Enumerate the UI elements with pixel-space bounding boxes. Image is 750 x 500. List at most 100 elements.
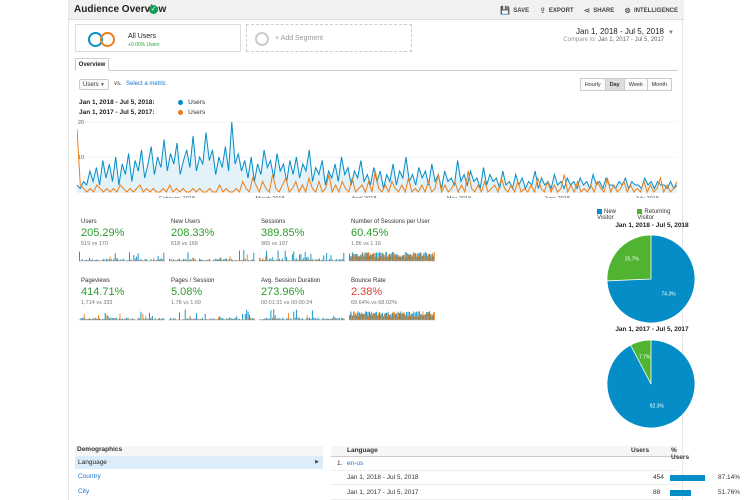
table-row[interactable]: 1. en-us: [331, 457, 678, 471]
sparkline-bar: [341, 318, 343, 320]
sparkline-bar: [107, 316, 109, 320]
report-header: Audience Overview ✓ 💾 SAVE ⇪ EXPORT ⋖ SH…: [69, 0, 684, 20]
period-hourly-button[interactable]: Hourly: [579, 78, 606, 91]
sparkline-bar: [414, 312, 416, 320]
save-button[interactable]: 💾 SAVE: [500, 6, 530, 15]
pie-chart-previous[interactable]: 7.7% 92.3%: [605, 338, 697, 430]
sparkline-bar: [379, 252, 380, 261]
sparkline-bar: [136, 259, 138, 261]
date-range-compare[interactable]: Compare to: Jan 1, 2017 - Jul 5, 2017: [563, 37, 664, 43]
add-segment-button[interactable]: + Add Segment: [246, 24, 412, 52]
sparkline-bar: [429, 257, 431, 261]
sparkline-bar: [403, 312, 405, 320]
demographics-item-country[interactable]: Country: [78, 473, 101, 480]
export-button[interactable]: ⇪ EXPORT: [539, 6, 574, 15]
metric-select[interactable]: Users ▼: [79, 79, 109, 90]
sparkline-bar: [298, 260, 300, 261]
scorecard[interactable]: Pages / Session 5.08% 1.78 vs 1.69: [169, 276, 257, 328]
scorecard[interactable]: Number of Sessions per User 60.45% 1.86 vs…: [349, 217, 437, 269]
row-label[interactable]: en-us: [347, 460, 364, 467]
sparkline-bar: [309, 317, 310, 320]
sparkline-bar: [271, 317, 273, 320]
select-metric-link[interactable]: Select a metric: [126, 81, 166, 87]
sparkline-bar: [312, 319, 314, 320]
sparkline-bar: [119, 318, 120, 320]
sparkline-bar: [392, 253, 394, 261]
period-week-button[interactable]: Week: [623, 78, 648, 91]
intelligence-button[interactable]: ⊗ INTELLIGENCE: [624, 6, 678, 15]
sparkline-bar: [286, 319, 288, 320]
sparkline-bar: [310, 260, 312, 261]
scorecard[interactable]: Pageviews 414.71% 1,714 vs 333: [79, 276, 167, 328]
sparkline-bar: [337, 259, 339, 261]
sparkline-bar: [341, 317, 342, 320]
sparkline-bar: [99, 318, 100, 320]
sparkline-bar: [88, 319, 89, 320]
demographics-item-language[interactable]: Language ▶: [75, 456, 323, 469]
sparkline-bar: [321, 318, 323, 320]
series-area-current: [77, 122, 677, 192]
pie-chart-current[interactable]: 25.7% 74.3%: [605, 233, 697, 325]
sparkline-bar: [353, 255, 355, 261]
sparkline-bar: [99, 260, 101, 261]
sparkline-bar: [366, 252, 368, 261]
sparkline-bar: [228, 259, 230, 261]
sparkline-bar: [337, 318, 339, 320]
sparkline-bar: [239, 250, 240, 261]
sparkline-bar: [321, 259, 323, 261]
sparkline-bar: [294, 317, 296, 320]
sparkline-bar: [354, 314, 356, 320]
sparkline-bar: [387, 256, 389, 261]
scorecard-sparkline: [169, 309, 255, 321]
share-button[interactable]: ⋖ SHARE: [583, 6, 615, 15]
scorecard[interactable]: Users 205.29% 519 vs 170: [79, 217, 167, 269]
sparkline-bar: [89, 257, 90, 261]
sparkline-bar: [419, 314, 421, 320]
scorecard[interactable]: Bounce Rate 2.38% 69.64% vs 68.02%: [349, 276, 437, 328]
demographics-item-city[interactable]: City: [78, 488, 90, 495]
date-range-dropdown-icon[interactable]: ▼: [668, 30, 674, 36]
sparkline-bar: [178, 319, 179, 320]
period-month-button[interactable]: Month: [646, 78, 672, 91]
sparkline-bar: [310, 253, 312, 261]
sparkline-bar: [79, 251, 80, 261]
sparkline-bar: [300, 318, 302, 320]
sparkline-bar: [153, 319, 155, 320]
scorecard[interactable]: New Users 208.33% 518 vs 168: [169, 217, 257, 269]
tab-overview[interactable]: Overview: [75, 58, 109, 71]
sparkline-bar: [249, 317, 251, 320]
sparkline-bar: [222, 260, 224, 261]
segment-compare-ring-icon: [100, 32, 115, 47]
segment-all-users[interactable]: All Users +0.00% Users: [75, 24, 241, 52]
sparkline-bar: [350, 255, 352, 261]
sparkline-bar: [432, 252, 434, 261]
sparkline-bar: [273, 317, 275, 320]
sparkline-bar: [233, 318, 235, 320]
sparkline-bar: [339, 260, 341, 261]
sparkline-bar: [423, 314, 425, 320]
sparkline-bar: [383, 313, 385, 320]
sparkline-bar: [100, 319, 102, 320]
sparkline-bar: [397, 311, 399, 320]
sparkline-bar: [217, 259, 219, 261]
sparkline-bar: [114, 253, 116, 261]
row-users: 88: [653, 489, 661, 496]
sparkline-bar: [313, 319, 315, 320]
scorecard[interactable]: Sessions 389.85% 965 vs 197: [259, 217, 347, 269]
sparkline-bar: [429, 253, 430, 261]
sparkline-bar: [170, 319, 172, 320]
sparkline-bar: [221, 318, 223, 320]
sparkline-bar: [319, 319, 320, 320]
date-range-primary[interactable]: Jan 1, 2018 - Jul 5, 2018: [575, 27, 664, 36]
users-line-chart[interactable]: 20 10 February 2018 March 2018 April 2018 May…: [77, 118, 677, 198]
sparkline-bar: [179, 260, 181, 261]
sparkline-bar: [130, 259, 132, 261]
sparkline-bar: [286, 318, 288, 320]
sparkline-bar: [373, 253, 375, 261]
sparkline-bar: [292, 260, 294, 261]
sparkline-bar: [83, 317, 85, 320]
sparkline-bar: [378, 257, 379, 261]
period-day-button[interactable]: Day: [604, 78, 625, 91]
sparkline-bar: [127, 317, 129, 320]
scorecard[interactable]: Avg. Session Duration 273.96% 00:01:31 vs …: [259, 276, 347, 328]
